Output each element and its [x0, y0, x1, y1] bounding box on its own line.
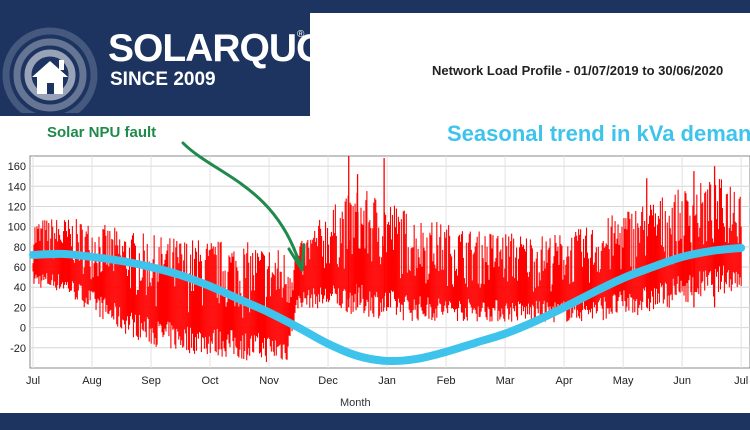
y-tick-label: 100: [8, 222, 26, 234]
x-tick-label: Nov: [259, 375, 279, 387]
x-tick-label: Apr: [556, 375, 573, 387]
x-tick-label: May: [613, 375, 634, 387]
annotation-trend: Seasonal trend in kVa demand: [447, 121, 750, 146]
annotation-fault: Solar NPU fault: [47, 124, 157, 141]
x-tick-label: Dec: [318, 375, 338, 387]
x-tick-label: Jul: [26, 375, 40, 387]
brand-name: SOLARQUOTES: [108, 27, 399, 70]
y-tick-label: 40: [14, 282, 26, 294]
trend-series: [29, 243, 746, 366]
x-tick-label: Oct: [201, 375, 218, 387]
x-axis-label: Month: [340, 397, 371, 409]
bottom-band: [0, 413, 750, 430]
x-tick-label: Jun: [673, 375, 691, 387]
x-tick-label: Jan: [378, 375, 396, 387]
chart-title: Network Load Profile - 01/07/2019 to 30/…: [432, 63, 724, 78]
y-tick-label: -20: [10, 343, 26, 355]
trend-line: [29, 243, 746, 366]
x-tick-label: Aug: [82, 375, 102, 387]
y-tick-label: 80: [14, 242, 26, 254]
y-tick-label: 160: [8, 161, 26, 173]
x-tick-label: Jul: [734, 375, 748, 387]
brand-tagline: SINCE 2009: [110, 69, 216, 90]
y-tick-label: 60: [14, 262, 26, 274]
fault-arrow: [181, 141, 306, 272]
y-tick-label: 120: [8, 201, 26, 213]
x-tick-label: Sep: [141, 375, 161, 387]
x-axis: Jul Aug Sep Oct Nov Dec Jan Feb Mar Apr May Jun Jul: [26, 375, 748, 387]
y-axis: -20 0 20 40 60 80 100 120 140 160: [8, 161, 26, 355]
registered-mark: ®: [297, 29, 305, 40]
house-sun-icon: [2, 27, 98, 113]
load-series: [32, 156, 742, 362]
y-tick-label: 140: [8, 181, 26, 193]
y-tick-label: 20: [14, 302, 26, 314]
y-tick-label: 0: [20, 323, 26, 335]
x-tick-label: Feb: [437, 375, 456, 387]
x-tick-label: Mar: [496, 375, 515, 387]
logo: SOLARQUOTES ® SINCE 2009: [0, 0, 399, 119]
